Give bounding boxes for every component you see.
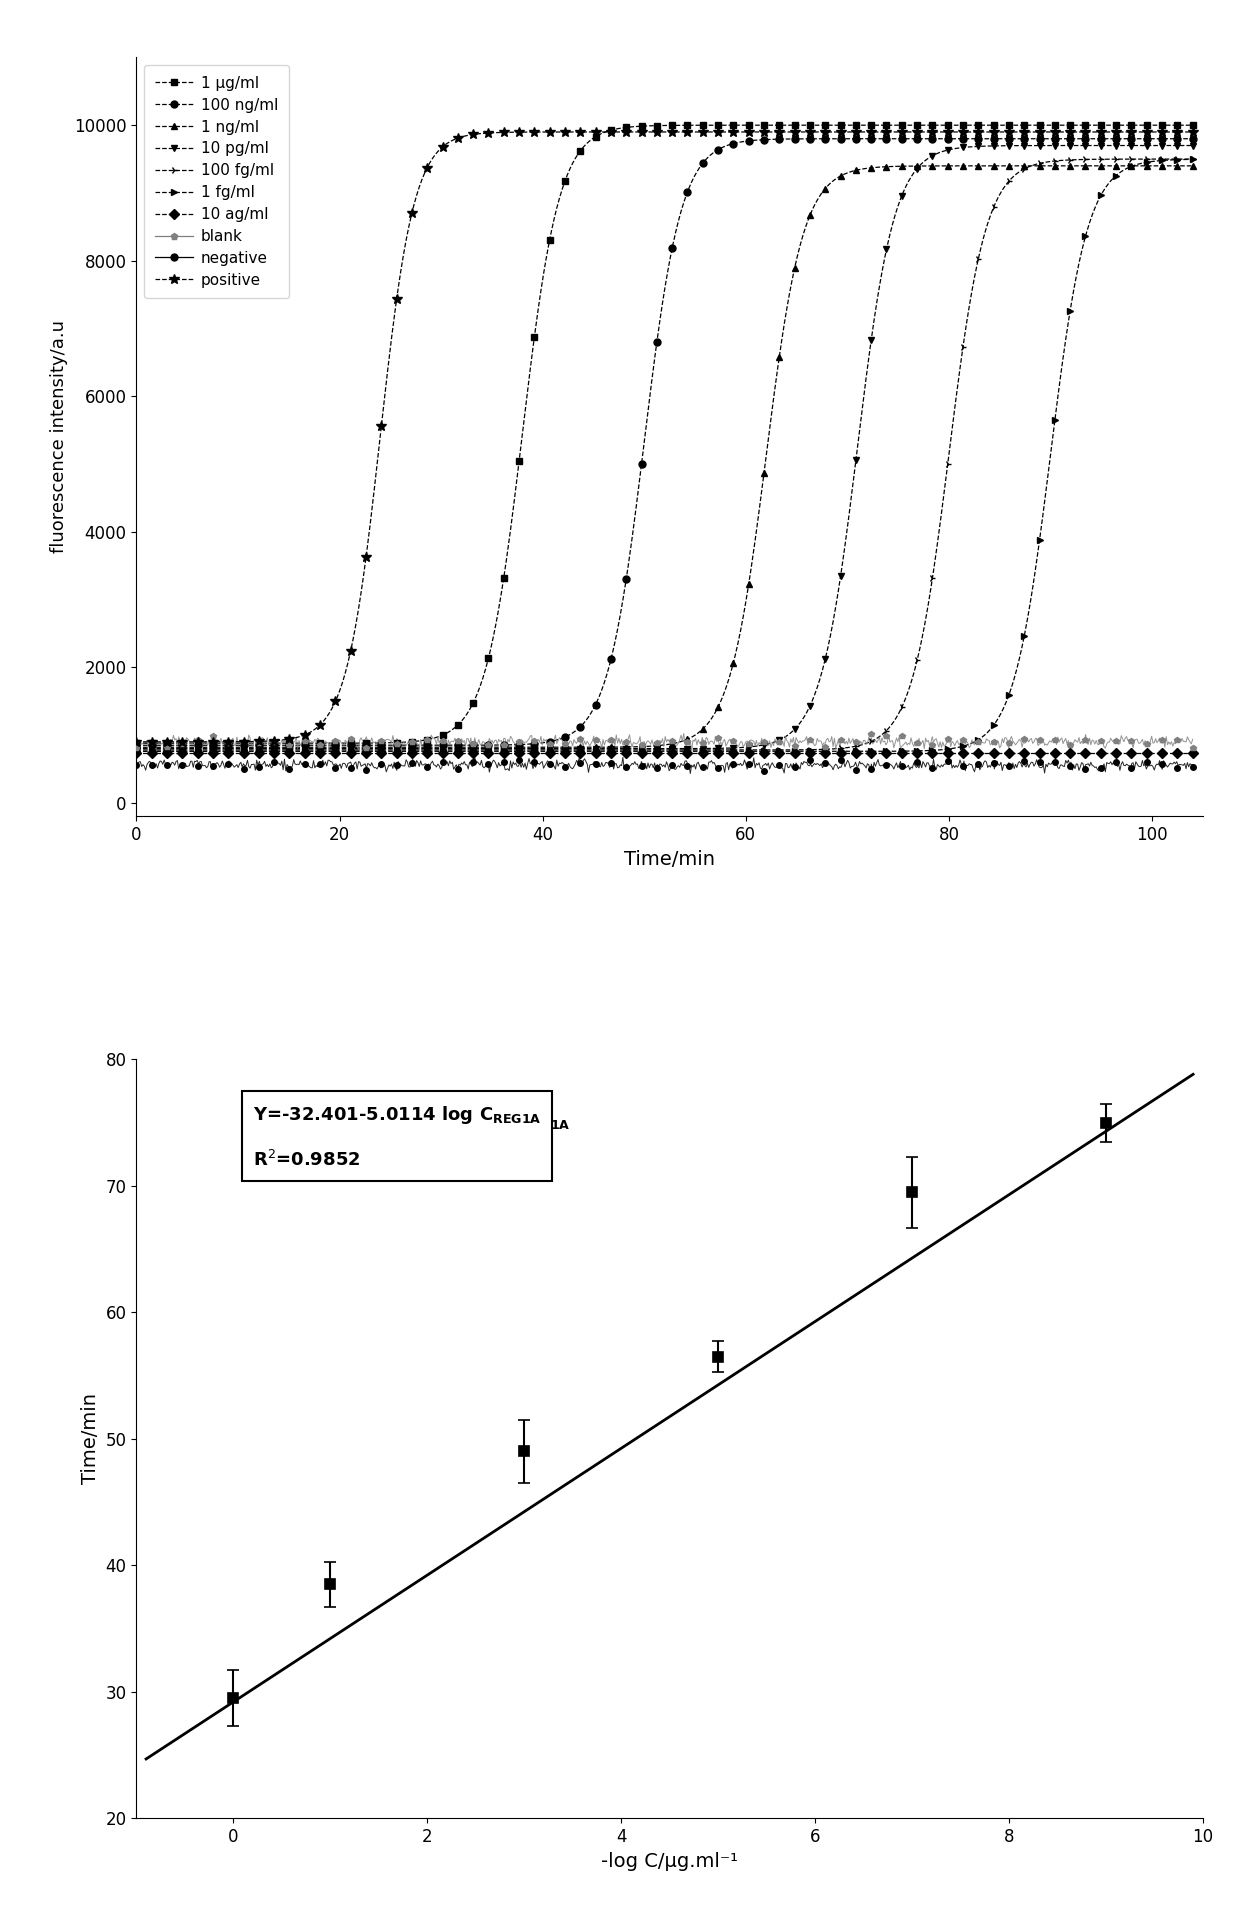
Y-axis label: fluorescence intensity/a.u: fluorescence intensity/a.u	[51, 320, 68, 553]
Text: Y=-32.401-5.0114 log C$_{\mathregular{REG1A}}$

R$^{2}$=0.9852: Y=-32.401-5.0114 log C$_{\mathregular{RE…	[253, 1104, 542, 1169]
Y-axis label: Time/min: Time/min	[81, 1393, 100, 1483]
Text: Y=-32.401-5.0114 log C$_{\mathregular{REG1A}}$: Y=-32.401-5.0114 log C$_{\mathregular{RE…	[281, 1110, 570, 1131]
X-axis label: Time/min: Time/min	[624, 850, 715, 869]
Legend: 1 μg/ml, 100 ng/ml, 1 ng/ml, 10 pg/ml, 100 fg/ml, 1 fg/ml, 10 ag/ml, blank, nega: 1 μg/ml, 100 ng/ml, 1 ng/ml, 10 pg/ml, 1…	[144, 65, 289, 299]
Text: R$^{2}$=0.9852: R$^{2}$=0.9852	[281, 1168, 389, 1187]
X-axis label: -log C/μg.ml⁻¹: -log C/μg.ml⁻¹	[601, 1851, 738, 1870]
